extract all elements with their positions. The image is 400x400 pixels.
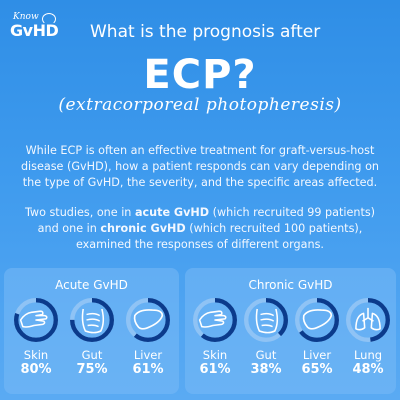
organ-label: Gut <box>255 348 277 362</box>
chronic-gut-donut <box>244 298 288 342</box>
acute-gvhd-panel: Acute GvHD Skin 80% Gut 75% Liver 61% <box>4 268 179 394</box>
liver-icon <box>133 309 164 330</box>
knowgvhd-logo: Know GvHD <box>10 12 59 44</box>
organ-label: Skin <box>202 348 228 362</box>
page-heading: What is the prognosis after <box>90 22 321 42</box>
response-percentage: 65% <box>301 362 333 377</box>
logo-gvhd-text: GvHD <box>10 21 59 40</box>
organ-label: Liver <box>302 348 332 362</box>
studies-chronic-highlight: chronic GvHD <box>100 222 186 235</box>
acute-organ-liver: Liver 61% <box>124 298 172 390</box>
chronic-organ-skin: Skin 61% <box>191 298 239 390</box>
acute-panel-title: Acute GvHD <box>55 278 128 292</box>
logo-know-text: Know <box>13 12 39 22</box>
organ-label: Gut <box>81 348 103 362</box>
donut-arc <box>70 298 114 342</box>
donut-arc <box>14 298 58 342</box>
response-percentage: 61% <box>132 362 164 377</box>
acute-organ-gut: Gut 75% <box>68 298 116 390</box>
organ-label: Lung <box>353 348 383 362</box>
gut-icon <box>81 308 105 334</box>
studies-text-2: (which recruited 99 patients) and one in <box>37 206 376 235</box>
ecp-title: ECP? <box>143 52 257 98</box>
donut-arc <box>193 298 237 342</box>
logo-ring-icon <box>42 13 56 25</box>
chronic-organ-lung: Lung 48% <box>344 298 392 390</box>
response-percentage: 75% <box>76 362 108 377</box>
studies-text-3: (which recruited 100 patients), examined… <box>75 222 363 251</box>
acute-skin-donut <box>14 298 58 342</box>
acute-gut-donut <box>70 298 114 342</box>
hand-icon <box>198 310 227 328</box>
studies-acute-highlight: acute GvHD <box>134 206 210 219</box>
donut-arc <box>126 298 170 342</box>
studies-paragraph: Two studies, one in acute GvHD (which re… <box>14 205 386 253</box>
acute-liver-donut <box>126 298 170 342</box>
response-percentage: 61% <box>199 362 231 377</box>
organ-label: Skin <box>23 348 49 362</box>
donut-arc <box>244 298 288 342</box>
donut-arc <box>346 298 390 342</box>
intro-paragraph: While ECP is often an effective treatmen… <box>20 144 380 189</box>
organ-label: Liver <box>133 348 163 362</box>
chronic-liver-donut <box>295 298 339 342</box>
lung-icon <box>355 307 381 331</box>
studies-text-1: Two studies, one in <box>24 206 135 219</box>
donut-arc <box>295 298 339 342</box>
response-percentage: 80% <box>20 362 52 377</box>
response-percentage: 38% <box>250 362 282 377</box>
acute-organ-skin: Skin 80% <box>12 298 60 390</box>
chronic-organ-liver: Liver 65% <box>293 298 341 390</box>
chronic-skin-donut <box>193 298 237 342</box>
chronic-lung-donut <box>346 298 390 342</box>
hand-icon <box>19 310 48 328</box>
chronic-gvhd-panel: Chronic GvHD Skin 61% Gut 38% Liver 65% Lung 48… <box>185 268 396 394</box>
chronic-organ-gut: Gut 38% <box>242 298 290 390</box>
liver-icon <box>302 309 333 330</box>
ecp-subtitle: (extracorporeal photopheresis) <box>58 95 342 115</box>
chronic-panel-title: Chronic GvHD <box>248 278 333 292</box>
gut-icon <box>255 308 279 334</box>
response-percentage: 48% <box>352 362 384 377</box>
